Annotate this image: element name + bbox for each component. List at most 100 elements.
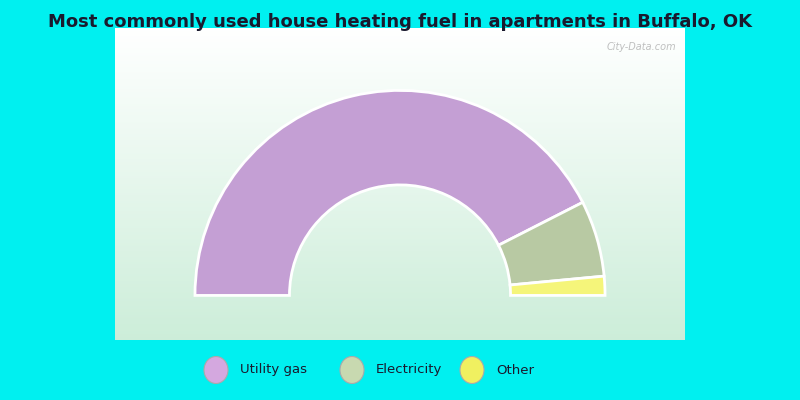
Bar — [114, 304, 686, 306]
Bar — [114, 126, 686, 128]
Bar — [114, 50, 686, 51]
Bar — [114, 61, 686, 62]
Bar — [114, 293, 686, 295]
Bar — [114, 170, 686, 172]
Bar — [114, 168, 686, 170]
Bar — [114, 209, 686, 210]
Bar — [114, 122, 686, 123]
Bar — [114, 97, 686, 98]
Bar — [114, 58, 686, 59]
Bar — [114, 228, 686, 229]
Bar — [114, 292, 686, 293]
Bar — [114, 145, 686, 146]
Bar — [114, 94, 686, 95]
Bar — [114, 335, 686, 337]
Bar — [114, 115, 686, 117]
Bar — [114, 271, 686, 273]
Bar — [114, 296, 686, 298]
Bar — [114, 181, 686, 182]
Bar — [114, 338, 686, 340]
Bar — [114, 131, 686, 132]
Bar — [114, 40, 686, 42]
Bar — [114, 331, 686, 332]
Bar — [114, 328, 686, 329]
Bar — [114, 78, 686, 80]
Bar — [114, 298, 686, 300]
Bar — [114, 186, 686, 187]
Bar — [114, 142, 686, 144]
Bar — [114, 323, 686, 324]
Bar — [114, 274, 686, 276]
Bar — [114, 182, 686, 184]
Bar — [114, 42, 686, 44]
Bar — [114, 70, 686, 72]
Bar — [114, 159, 686, 160]
Bar — [114, 158, 686, 159]
Bar — [114, 175, 686, 176]
Bar — [114, 309, 686, 310]
Bar — [114, 125, 686, 126]
Bar — [114, 167, 686, 168]
Bar — [114, 278, 686, 279]
Bar — [114, 321, 686, 323]
Bar — [114, 204, 686, 206]
Text: City-Data.com: City-Data.com — [606, 42, 676, 52]
Bar — [114, 146, 686, 148]
Bar — [114, 150, 686, 151]
Bar — [114, 66, 686, 67]
Bar — [114, 312, 686, 314]
Bar — [114, 51, 686, 53]
Bar — [114, 290, 686, 292]
Bar — [114, 144, 686, 145]
Bar — [114, 80, 686, 81]
Bar — [114, 84, 686, 86]
Bar — [114, 192, 686, 193]
Bar — [114, 253, 686, 254]
Bar — [114, 317, 686, 318]
Bar — [114, 320, 686, 321]
Bar — [114, 287, 686, 288]
Bar — [114, 196, 686, 198]
Bar — [114, 193, 686, 195]
Bar — [114, 179, 686, 181]
Bar — [114, 129, 686, 131]
Bar — [114, 36, 686, 37]
Text: Other: Other — [496, 364, 534, 376]
Bar — [114, 139, 686, 140]
Bar — [114, 89, 686, 90]
Bar — [114, 246, 686, 248]
Bar — [114, 117, 686, 118]
Bar — [114, 256, 686, 257]
Bar — [114, 288, 686, 290]
Bar — [114, 108, 686, 109]
Bar — [114, 98, 686, 100]
Bar — [114, 220, 686, 222]
Bar — [114, 132, 686, 134]
Bar — [114, 234, 686, 236]
Ellipse shape — [460, 356, 484, 384]
Bar — [114, 267, 686, 268]
Bar — [114, 37, 686, 39]
Bar — [114, 250, 686, 251]
Bar — [114, 68, 686, 70]
Bar — [114, 83, 686, 84]
Bar — [114, 260, 686, 262]
Bar — [114, 140, 686, 142]
Bar — [114, 31, 686, 33]
Bar — [114, 265, 686, 267]
Bar — [114, 103, 686, 104]
Bar — [114, 190, 686, 192]
Bar — [114, 148, 686, 150]
Bar — [114, 54, 686, 56]
Bar — [114, 218, 686, 220]
Bar — [114, 268, 686, 270]
Bar — [114, 134, 686, 136]
Bar — [114, 30, 686, 31]
Bar — [114, 75, 686, 76]
Bar — [114, 184, 686, 186]
Ellipse shape — [340, 356, 364, 384]
Bar — [114, 73, 686, 75]
Bar — [114, 86, 686, 87]
Bar — [114, 231, 686, 232]
Bar — [114, 281, 686, 282]
